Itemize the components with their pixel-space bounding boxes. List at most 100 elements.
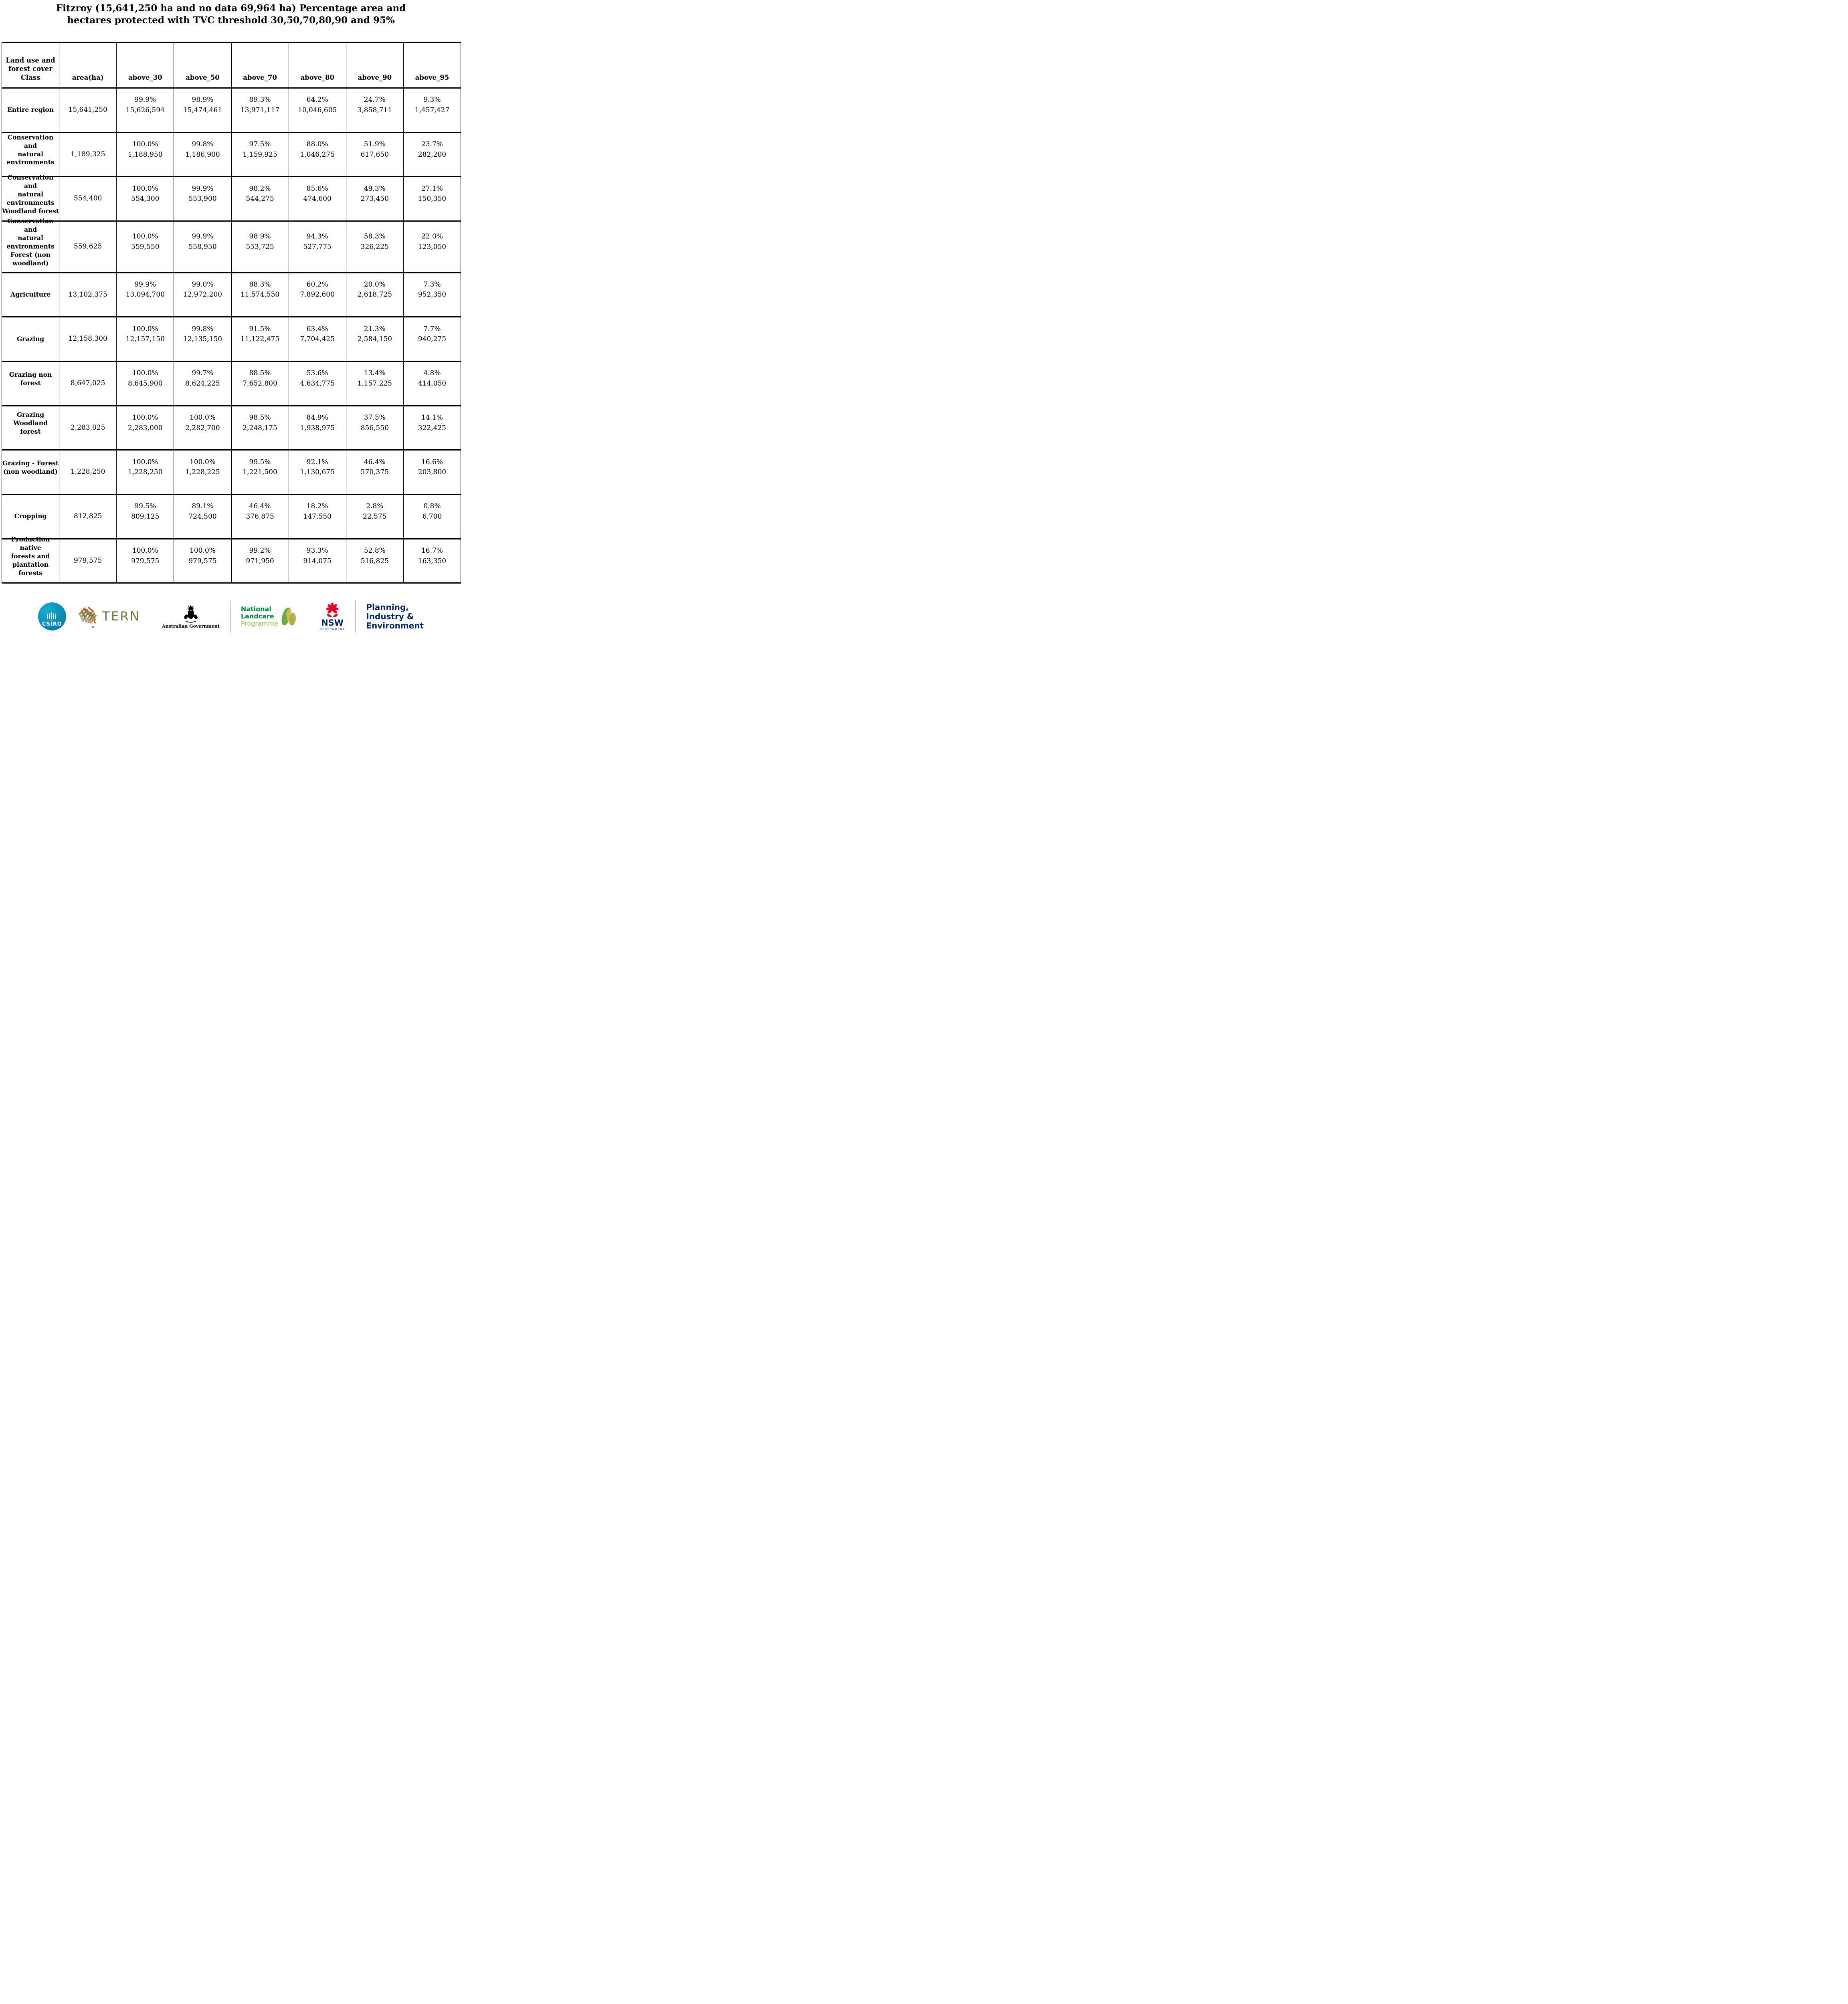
value-above-50: 99.9% 558,950 — [188, 232, 217, 251]
value-above-80: 88.0% 1,046,275 — [300, 140, 335, 159]
col-header-above-50-label: above_50 — [186, 73, 220, 81]
value-above-70: 88.3% 11,574,550 — [240, 281, 280, 299]
csiro-label: CSIRO — [42, 621, 62, 627]
value-above-80: 60.2% 7,892,600 — [300, 281, 335, 299]
col-header-class: Land use and forest cover Class — [1, 42, 60, 89]
value-above-70: 98.9% 553,725 — [246, 232, 274, 251]
value-above-90: 51.9% 617,650 — [360, 140, 389, 159]
value-above-70: 99.2% 971,950 — [246, 547, 274, 565]
table-row-conservation: Conservation and natural environments 1,… — [1, 131, 461, 178]
landcare-bold-text: National Landcare — [241, 605, 274, 620]
area-value: 15,641,250 — [68, 106, 107, 114]
value-above-30: 99.9% 13,094,700 — [125, 281, 165, 299]
value-above-80: 64.2% 10,046,605 — [298, 96, 337, 114]
tern-australia-icon — [79, 607, 97, 628]
col-header-above-90: above_90 — [346, 42, 404, 89]
australian-government-label: Australian Government — [162, 623, 220, 629]
landuse-table: Land use and forest cover Class area(ha)… — [1, 42, 461, 584]
area-value: 8,647,025 — [70, 379, 105, 388]
value-above-95: 9.3% 1,457,427 — [414, 96, 450, 114]
row-label: Grazing Woodland forest — [13, 411, 48, 436]
value-above-30: 99.9% 15,626,594 — [125, 96, 165, 114]
area-value: 812,825 — [74, 512, 102, 521]
divider — [355, 600, 356, 632]
area-value: 979,575 — [74, 556, 102, 565]
value-above-80: 53.6% 4,634,775 — [300, 369, 335, 388]
area-value: 12,158,300 — [68, 335, 107, 343]
value-above-30: 100.0% 979,575 — [131, 547, 160, 565]
value-above-80: 18.2% 147,550 — [303, 502, 332, 521]
row-label: Conservation and natural environments — [6, 133, 55, 166]
value-above-30: 99.5% 809,125 — [131, 502, 160, 521]
col-header-above-95-label: above_95 — [415, 73, 449, 81]
value-above-30: 100.0% 2,283,000 — [128, 414, 163, 432]
waratah-icon — [326, 602, 339, 617]
table-row-grazing: Grazing 12,158,300 100.0% 12,157,150 99.… — [1, 316, 461, 362]
value-above-50: 99.9% 553,900 — [188, 184, 217, 203]
area-value: 559,625 — [74, 242, 102, 251]
table-row-grazing-woodland: Grazing Woodland forest 2,283,025 100.0%… — [1, 405, 461, 451]
area-value: 13,102,375 — [68, 290, 107, 299]
value-above-80: 92.1% 1,130,675 — [300, 458, 335, 477]
value-above-95: 0.8% 6,700 — [422, 502, 442, 521]
value-above-90: 24.7% 3,858,711 — [357, 96, 392, 114]
table-row-conservation-nonwoodland: Conservation and natural environments Fo… — [1, 217, 461, 273]
australian-government-logo: Australian Government — [162, 604, 220, 629]
nsw-government-label: GOVERNMENT — [319, 627, 345, 631]
value-above-30: 100.0% 1,228,250 — [128, 458, 163, 477]
value-above-90: 52.8% 516,825 — [360, 547, 389, 565]
value-above-30: 100.0% 12,157,150 — [125, 325, 165, 343]
col-header-area: area(ha) — [59, 42, 117, 89]
value-above-70: 88.5% 7,652,800 — [243, 369, 277, 388]
value-above-90: 13.4% 1,157,225 — [357, 369, 392, 388]
value-above-70: 98.2% 544,275 — [246, 184, 274, 203]
value-above-90: 49.3% 273,450 — [360, 184, 389, 203]
value-above-30: 100.0% 554,300 — [131, 184, 160, 203]
col-header-above-30: above_30 — [116, 42, 174, 89]
value-above-90: 2.8% 22,575 — [363, 502, 387, 521]
table-row-conservation-woodland: Conservation and natural environments Wo… — [1, 174, 461, 222]
value-above-80: 93.3% 914,075 — [303, 547, 332, 565]
table-row-agriculture: Agriculture 13,102,375 99.9% 13,094,700 … — [1, 272, 461, 318]
row-label: Entire region — [7, 106, 54, 114]
col-header-above-95: above_95 — [403, 42, 461, 89]
value-above-50: 99.0% 12,972,200 — [183, 281, 222, 299]
value-above-70: 99.5% 1,221,500 — [243, 458, 277, 477]
value-above-90: 21.3% 2,584,150 — [357, 325, 392, 343]
value-above-50: 98.9% 15,474,461 — [183, 96, 222, 114]
value-above-95: 16.7% 163,350 — [418, 547, 447, 565]
value-above-70: 98.5% 2,248,175 — [243, 414, 277, 432]
value-above-50: 99.7% 8,624,225 — [185, 369, 220, 388]
table-row-grazing-forest-nonwoodland: Grazing - Forest (non woodland) 1,228,25… — [1, 449, 461, 495]
header-row: Land use and forest cover Class area(ha)… — [1, 42, 461, 89]
value-above-50: 89.1% 724,500 — [188, 502, 217, 521]
area-value: 2,283,025 — [70, 423, 105, 432]
row-label: Production native forests and plantation… — [11, 535, 50, 577]
value-above-80: 84.9% 1,938,975 — [300, 414, 335, 432]
row-label: Conservation and natural environments Fo… — [6, 217, 55, 267]
col-header-above-70-label: above_70 — [243, 73, 277, 81]
value-above-70: 91.5% 11,122,475 — [240, 325, 280, 343]
row-label: Grazing — [16, 335, 44, 343]
value-above-70: 97.5% 1,159,925 — [243, 140, 277, 159]
value-above-50: 99.8% 1,186,900 — [185, 140, 220, 159]
value-above-90: 58.3% 326,225 — [360, 232, 389, 251]
area-value: 1,228,250 — [70, 468, 105, 476]
value-above-30: 100.0% 1,188,950 — [128, 140, 163, 159]
value-above-80: 85.6% 474,600 — [303, 184, 332, 203]
value-above-70: 89.3% 13,971,117 — [240, 96, 280, 114]
table-row-production-forests: Production native forests and plantation… — [1, 535, 461, 584]
value-above-50: 99.8% 12,135,150 — [183, 325, 222, 343]
nsw-government-logo: NSW GOVERNMENT — [320, 602, 345, 631]
coat-of-arms-icon — [184, 604, 198, 622]
col-header-area-label: area(ha) — [72, 73, 104, 81]
value-above-90: 46.4% 570,375 — [360, 458, 389, 477]
value-above-50: 100.0% 2,282,700 — [185, 414, 220, 432]
value-above-70: 46.4% 376,875 — [246, 502, 274, 521]
row-label: Conservation and natural environments Wo… — [2, 174, 59, 215]
landcare-light-text: Programme — [241, 619, 278, 627]
col-header-class-label: Land use and forest cover Class — [6, 56, 55, 81]
value-above-95: 4.8% 414,050 — [418, 369, 447, 388]
value-above-90: 37.5% 856,550 — [360, 414, 389, 432]
col-header-above-50: above_50 — [174, 42, 232, 89]
